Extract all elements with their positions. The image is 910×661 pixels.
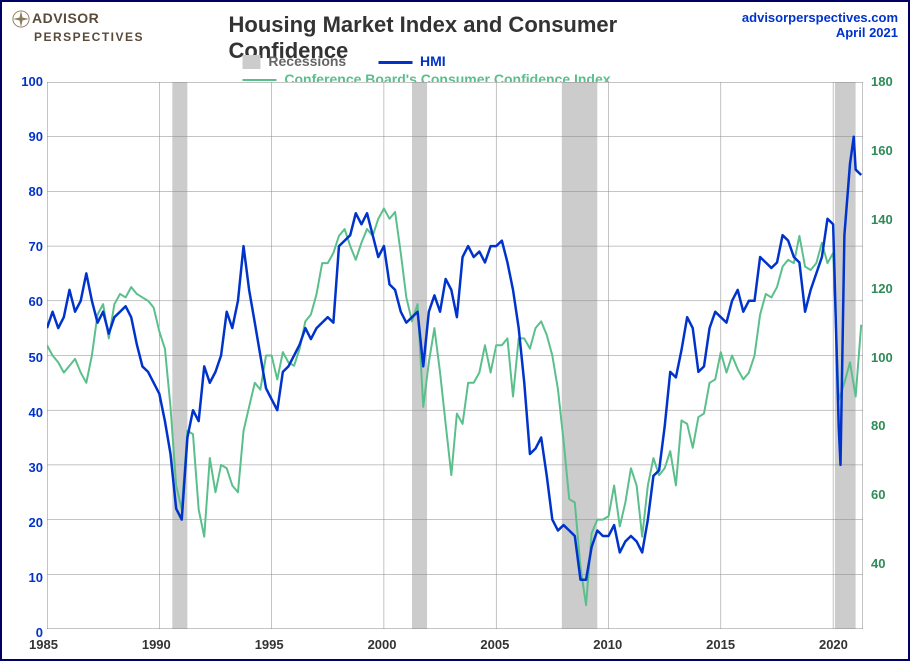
logo-line2: PERSPECTIVES [34, 30, 144, 44]
y-left-tick-label: 90 [5, 129, 43, 144]
x-tick-label: 1990 [142, 637, 171, 652]
logo: ADVISOR PERSPECTIVES [12, 10, 144, 44]
attribution-url: advisorperspectives.com [742, 10, 898, 25]
y-right-tick-label: 80 [871, 418, 909, 433]
logo-line1: ADVISOR [32, 10, 99, 26]
y-right-tick-label: 160 [871, 143, 909, 158]
hmi-line-swatch [378, 61, 412, 64]
x-tick-label: 2000 [368, 637, 397, 652]
y-left-tick-label: 30 [5, 460, 43, 475]
y-left-tick-label: 50 [5, 350, 43, 365]
cci-series [47, 208, 861, 605]
compass-icon [12, 10, 30, 28]
plot-svg [47, 82, 863, 629]
attribution: advisorperspectives.com April 2021 [742, 10, 898, 40]
cci-line-swatch [243, 79, 277, 81]
y-left-tick-label: 40 [5, 405, 43, 420]
y-left-tick-label: 20 [5, 515, 43, 530]
y-right-tick-label: 140 [871, 212, 909, 227]
y-right-tick-label: 120 [871, 281, 909, 296]
x-tick-label: 1985 [29, 637, 58, 652]
y-left-tick-label: 10 [5, 570, 43, 585]
y-left-tick-label: 80 [5, 184, 43, 199]
y-right-tick-label: 180 [871, 74, 909, 89]
attribution-date: April 2021 [836, 25, 898, 40]
legend-hmi: HMI [378, 53, 446, 69]
legend-recessions: Recessions [243, 53, 347, 69]
y-right-tick-label: 100 [871, 350, 909, 365]
y-left-tick-label: 100 [5, 74, 43, 89]
y-right-tick-label: 40 [871, 556, 909, 571]
y-left-tick-label: 70 [5, 239, 43, 254]
x-tick-label: 2005 [480, 637, 509, 652]
plot-area [47, 82, 863, 629]
x-tick-label: 1995 [255, 637, 284, 652]
legend-hmi-label: HMI [420, 53, 446, 69]
recessions-swatch [243, 55, 261, 69]
chart-container: ADVISOR PERSPECTIVES Housing Market Inde… [0, 0, 910, 661]
y-right-tick-label: 60 [871, 487, 909, 502]
x-tick-label: 2015 [706, 637, 735, 652]
x-tick-label: 2010 [593, 637, 622, 652]
x-tick-label: 2020 [819, 637, 848, 652]
y-left-tick-label: 60 [5, 294, 43, 309]
hmi-series [47, 137, 861, 580]
legend-recessions-label: Recessions [268, 53, 346, 69]
